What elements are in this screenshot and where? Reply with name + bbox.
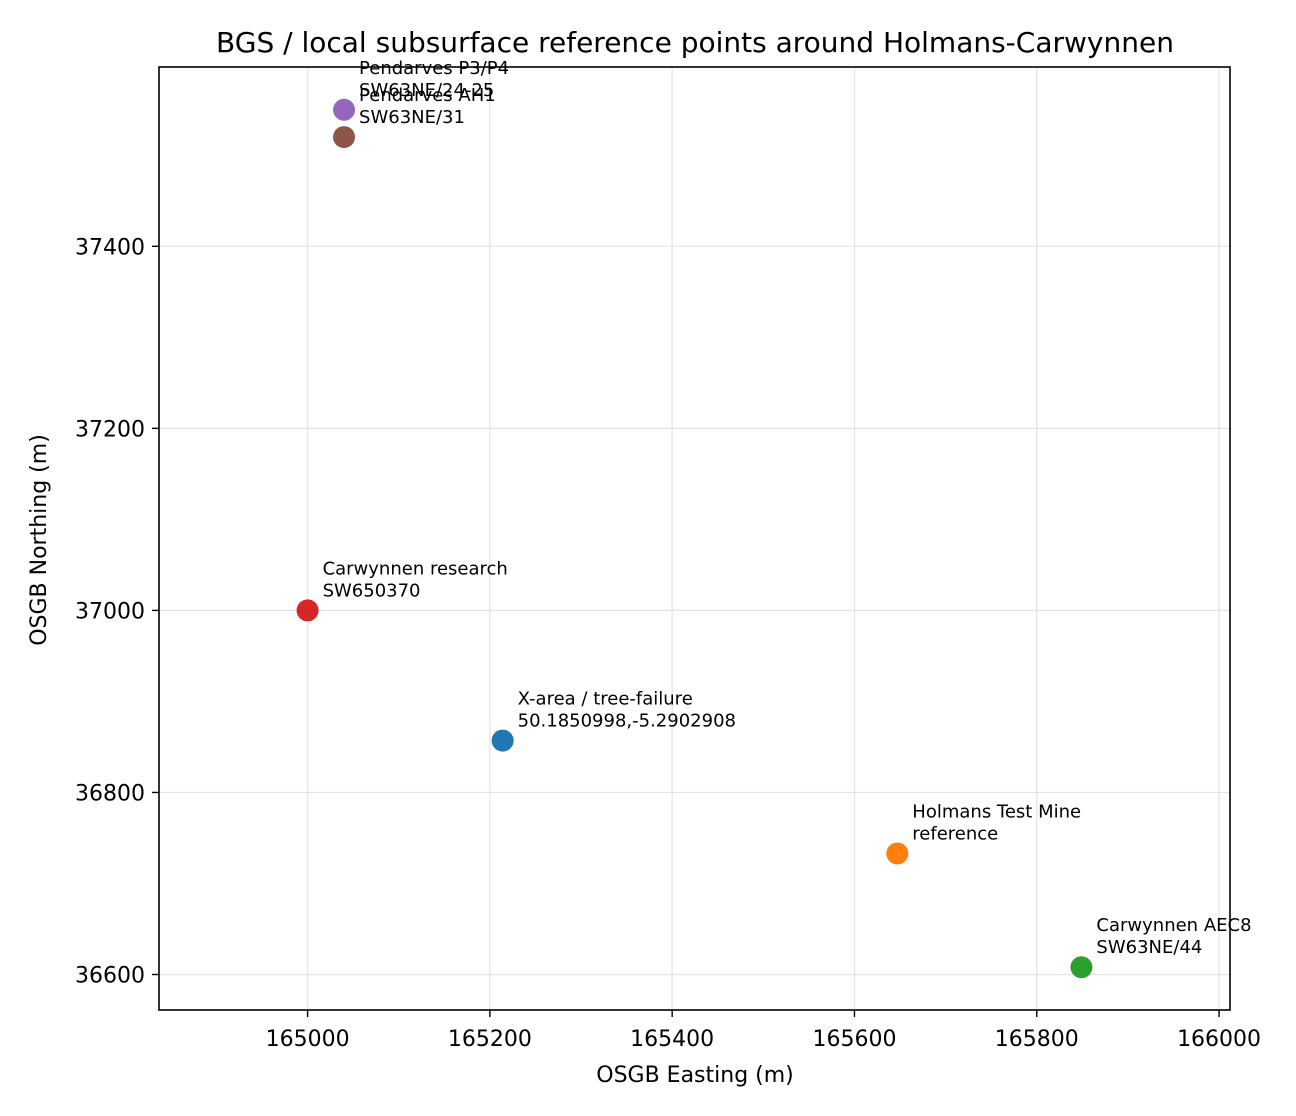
y-tick-label: 37400 [75,235,145,260]
chart-title: BGS / local subsurface reference points … [216,26,1174,59]
y-tick-label: 36600 [75,964,145,989]
scatter-point [296,599,319,622]
x-tick-label: 165400 [630,1027,714,1052]
point-annotation: Holmans Test Mine [912,801,1081,822]
grid-layer [159,67,1230,1010]
y-tick-label: 37200 [75,417,145,442]
x-tick-label: 165800 [995,1027,1079,1052]
point-annotation: Carwynnen research [323,558,508,579]
scatter-point [1070,956,1093,979]
point-annotation: SW63NE/24-25 [359,80,494,101]
x-tick-label: 165000 [266,1027,350,1052]
point-annotation: SW63NE/31 [359,107,465,128]
point-annotation: 50.1850998,-5.2902908 [518,711,736,732]
scatter-point [333,126,356,149]
scatter-point [886,842,909,865]
point-annotation: X-area / tree-failure [518,689,693,710]
y-tick-label: 36800 [75,781,145,806]
y-axis-label: OSGB Northing (m) [27,434,52,646]
point-annotation: SW650370 [323,580,421,601]
annotation-layer: X-area / tree-failure50.1850998,-5.29029… [323,58,1252,958]
point-annotation: SW63NE/44 [1096,937,1202,958]
scatter-point [333,98,356,121]
point-annotation: Pendarves P3/P4 [359,58,509,79]
point-annotation: reference [912,823,998,844]
y-tick-label: 37000 [75,599,145,624]
x-tick-label: 166000 [1177,1027,1261,1052]
plot-frame [158,66,1231,1011]
x-tick-label: 165200 [448,1027,532,1052]
point-annotation: Pendarves AH1 [359,85,496,106]
points-layer [296,98,1093,979]
tick-layer: 165000 165200 165400 165600 165800 166000 3660… [75,235,1261,1052]
x-tick-label: 165600 [812,1027,896,1052]
x-axis-label: OSGB Easting (m) [596,1063,794,1088]
point-annotation: Carwynnen AEC8 [1096,915,1251,936]
scatter-point [491,729,514,752]
